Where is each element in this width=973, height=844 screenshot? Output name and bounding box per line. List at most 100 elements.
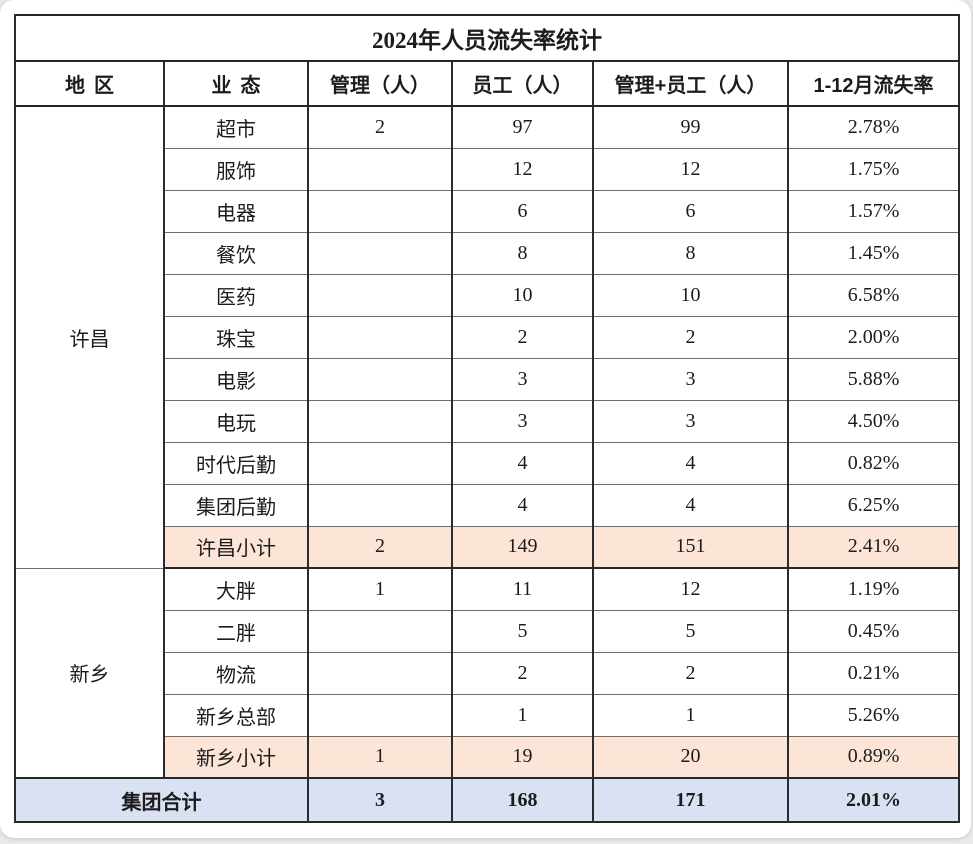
staff-cell: 3 — [451, 357, 594, 401]
staff-cell: 149 — [451, 525, 594, 569]
mgmt-cell — [307, 483, 453, 527]
column-header-management: 管理（人） — [307, 60, 453, 107]
category-cell: 集团后勤 — [163, 483, 309, 527]
column-header-category: 业态 — [163, 60, 309, 107]
table-row: 电器 6 6 1.57% — [15, 189, 961, 233]
column-header-staff: 员工（人） — [451, 60, 594, 107]
rate-cell: 2.78% — [786, 105, 961, 149]
total-cell: 2 — [592, 315, 789, 359]
category-cell: 时代后勤 — [163, 441, 309, 485]
table-title: 2024年人员流失率统计 — [13, 14, 961, 62]
mgmt-cell: 2 — [307, 105, 453, 149]
rate-cell: 5.88% — [786, 357, 961, 401]
table-row: 时代后勤 4 4 0.82% — [15, 441, 961, 485]
total-cell: 2 — [592, 651, 789, 695]
category-cell: 大胖 — [163, 567, 309, 611]
mgmt-cell — [307, 189, 453, 233]
staff-cell: 3 — [451, 399, 594, 443]
rate-cell: 0.82% — [786, 441, 961, 485]
rate-cell: 1.57% — [786, 189, 961, 233]
staff-cell: 5 — [451, 609, 594, 653]
staff-cell: 4 — [451, 483, 594, 527]
table-row: 新乡总部 1 1 5.26% — [15, 693, 961, 737]
rate-cell: 2.41% — [786, 525, 961, 569]
category-cell: 超市 — [163, 105, 309, 149]
column-header-region: 地区 — [14, 60, 165, 107]
total-cell: 20 — [592, 735, 789, 779]
total-cell: 99 — [592, 105, 789, 149]
subtotal-row-xuchang: 许昌小计 2 149 151 2.41% — [15, 525, 961, 569]
region-cell-xinxiang: 新乡 — [14, 567, 165, 779]
staff-cell: 168 — [451, 777, 594, 823]
rate-cell: 6.25% — [786, 483, 961, 527]
total-cell: 8 — [592, 231, 789, 275]
mgmt-cell — [307, 651, 453, 695]
rate-cell: 5.26% — [786, 693, 961, 737]
rate-cell: 4.50% — [786, 399, 961, 443]
staff-cell: 4 — [451, 441, 594, 485]
mgmt-cell — [307, 147, 453, 191]
region-cell-xuchang: 许昌 — [14, 105, 165, 569]
column-header-combined: 管理+员工（人） — [592, 60, 789, 107]
rate-cell: 2.00% — [786, 315, 961, 359]
category-cell: 新乡总部 — [163, 693, 309, 737]
total-cell: 5 — [592, 609, 789, 653]
category-cell: 服饰 — [163, 147, 309, 191]
category-cell: 二胖 — [163, 609, 309, 653]
total-cell: 3 — [592, 399, 789, 443]
mgmt-cell: 1 — [307, 735, 453, 779]
table-row: 新乡 大胖 1 11 12 1.19% — [14, 567, 961, 779]
table-row: 许昌 超市 2 97 99 2.78% — [14, 105, 961, 569]
mgmt-cell: 1 — [307, 567, 453, 611]
category-cell: 电玩 — [163, 399, 309, 443]
staff-cell: 2 — [451, 315, 594, 359]
column-header-rate: 1-12月流失率 — [786, 60, 961, 107]
total-cell: 6 — [592, 189, 789, 233]
subtotal-label: 新乡小计 — [163, 735, 309, 779]
rate-cell: 6.58% — [786, 273, 961, 317]
staff-cell: 19 — [451, 735, 594, 779]
table-row: 物流 2 2 0.21% — [15, 651, 961, 695]
category-cell: 餐饮 — [163, 231, 309, 275]
total-cell: 171 — [592, 777, 789, 823]
table-row: 电影 3 3 5.88% — [15, 357, 961, 401]
staff-cell: 6 — [451, 189, 594, 233]
table-title-row: 2024年人员流失率统计 — [13, 14, 961, 62]
staff-cell: 97 — [451, 105, 594, 149]
category-cell: 电影 — [163, 357, 309, 401]
rate-cell: 1.75% — [786, 147, 961, 191]
grand-total-row: 集团合计 3 168 171 2.01% — [14, 777, 961, 823]
rate-cell: 0.45% — [786, 609, 961, 653]
total-cell: 4 — [592, 483, 789, 527]
mgmt-cell — [307, 441, 453, 485]
mgmt-cell — [307, 399, 453, 443]
staff-cell: 11 — [451, 567, 594, 611]
mgmt-cell — [307, 357, 453, 401]
category-cell: 医药 — [163, 273, 309, 317]
staff-cell: 1 — [451, 693, 594, 737]
staff-cell: 2 — [451, 651, 594, 695]
mgmt-cell — [307, 693, 453, 737]
table-row: 医药 10 10 6.58% — [15, 273, 961, 317]
staff-cell: 12 — [451, 147, 594, 191]
turnover-stats-table: 2024年人员流失率统计 地区 业态 管理（人） 员工（人） 管理+员工（人） … — [13, 14, 961, 823]
staff-cell: 8 — [451, 231, 594, 275]
subtotal-row-xinxiang: 新乡小计 1 19 20 0.89% — [15, 735, 961, 779]
mgmt-cell — [307, 315, 453, 359]
table-row: 集团后勤 4 4 6.25% — [15, 483, 961, 527]
mgmt-cell — [307, 273, 453, 317]
mgmt-cell: 2 — [307, 525, 453, 569]
total-cell: 4 — [592, 441, 789, 485]
total-cell: 1 — [592, 693, 789, 737]
grand-total-label: 集团合计 — [14, 777, 309, 823]
total-cell: 12 — [592, 147, 789, 191]
staff-cell: 10 — [451, 273, 594, 317]
rate-cell: 0.21% — [786, 651, 961, 695]
rate-cell: 1.45% — [786, 231, 961, 275]
rate-cell: 1.19% — [786, 567, 961, 611]
mgmt-cell — [307, 609, 453, 653]
category-cell: 电器 — [163, 189, 309, 233]
total-cell: 151 — [592, 525, 789, 569]
category-cell: 珠宝 — [163, 315, 309, 359]
